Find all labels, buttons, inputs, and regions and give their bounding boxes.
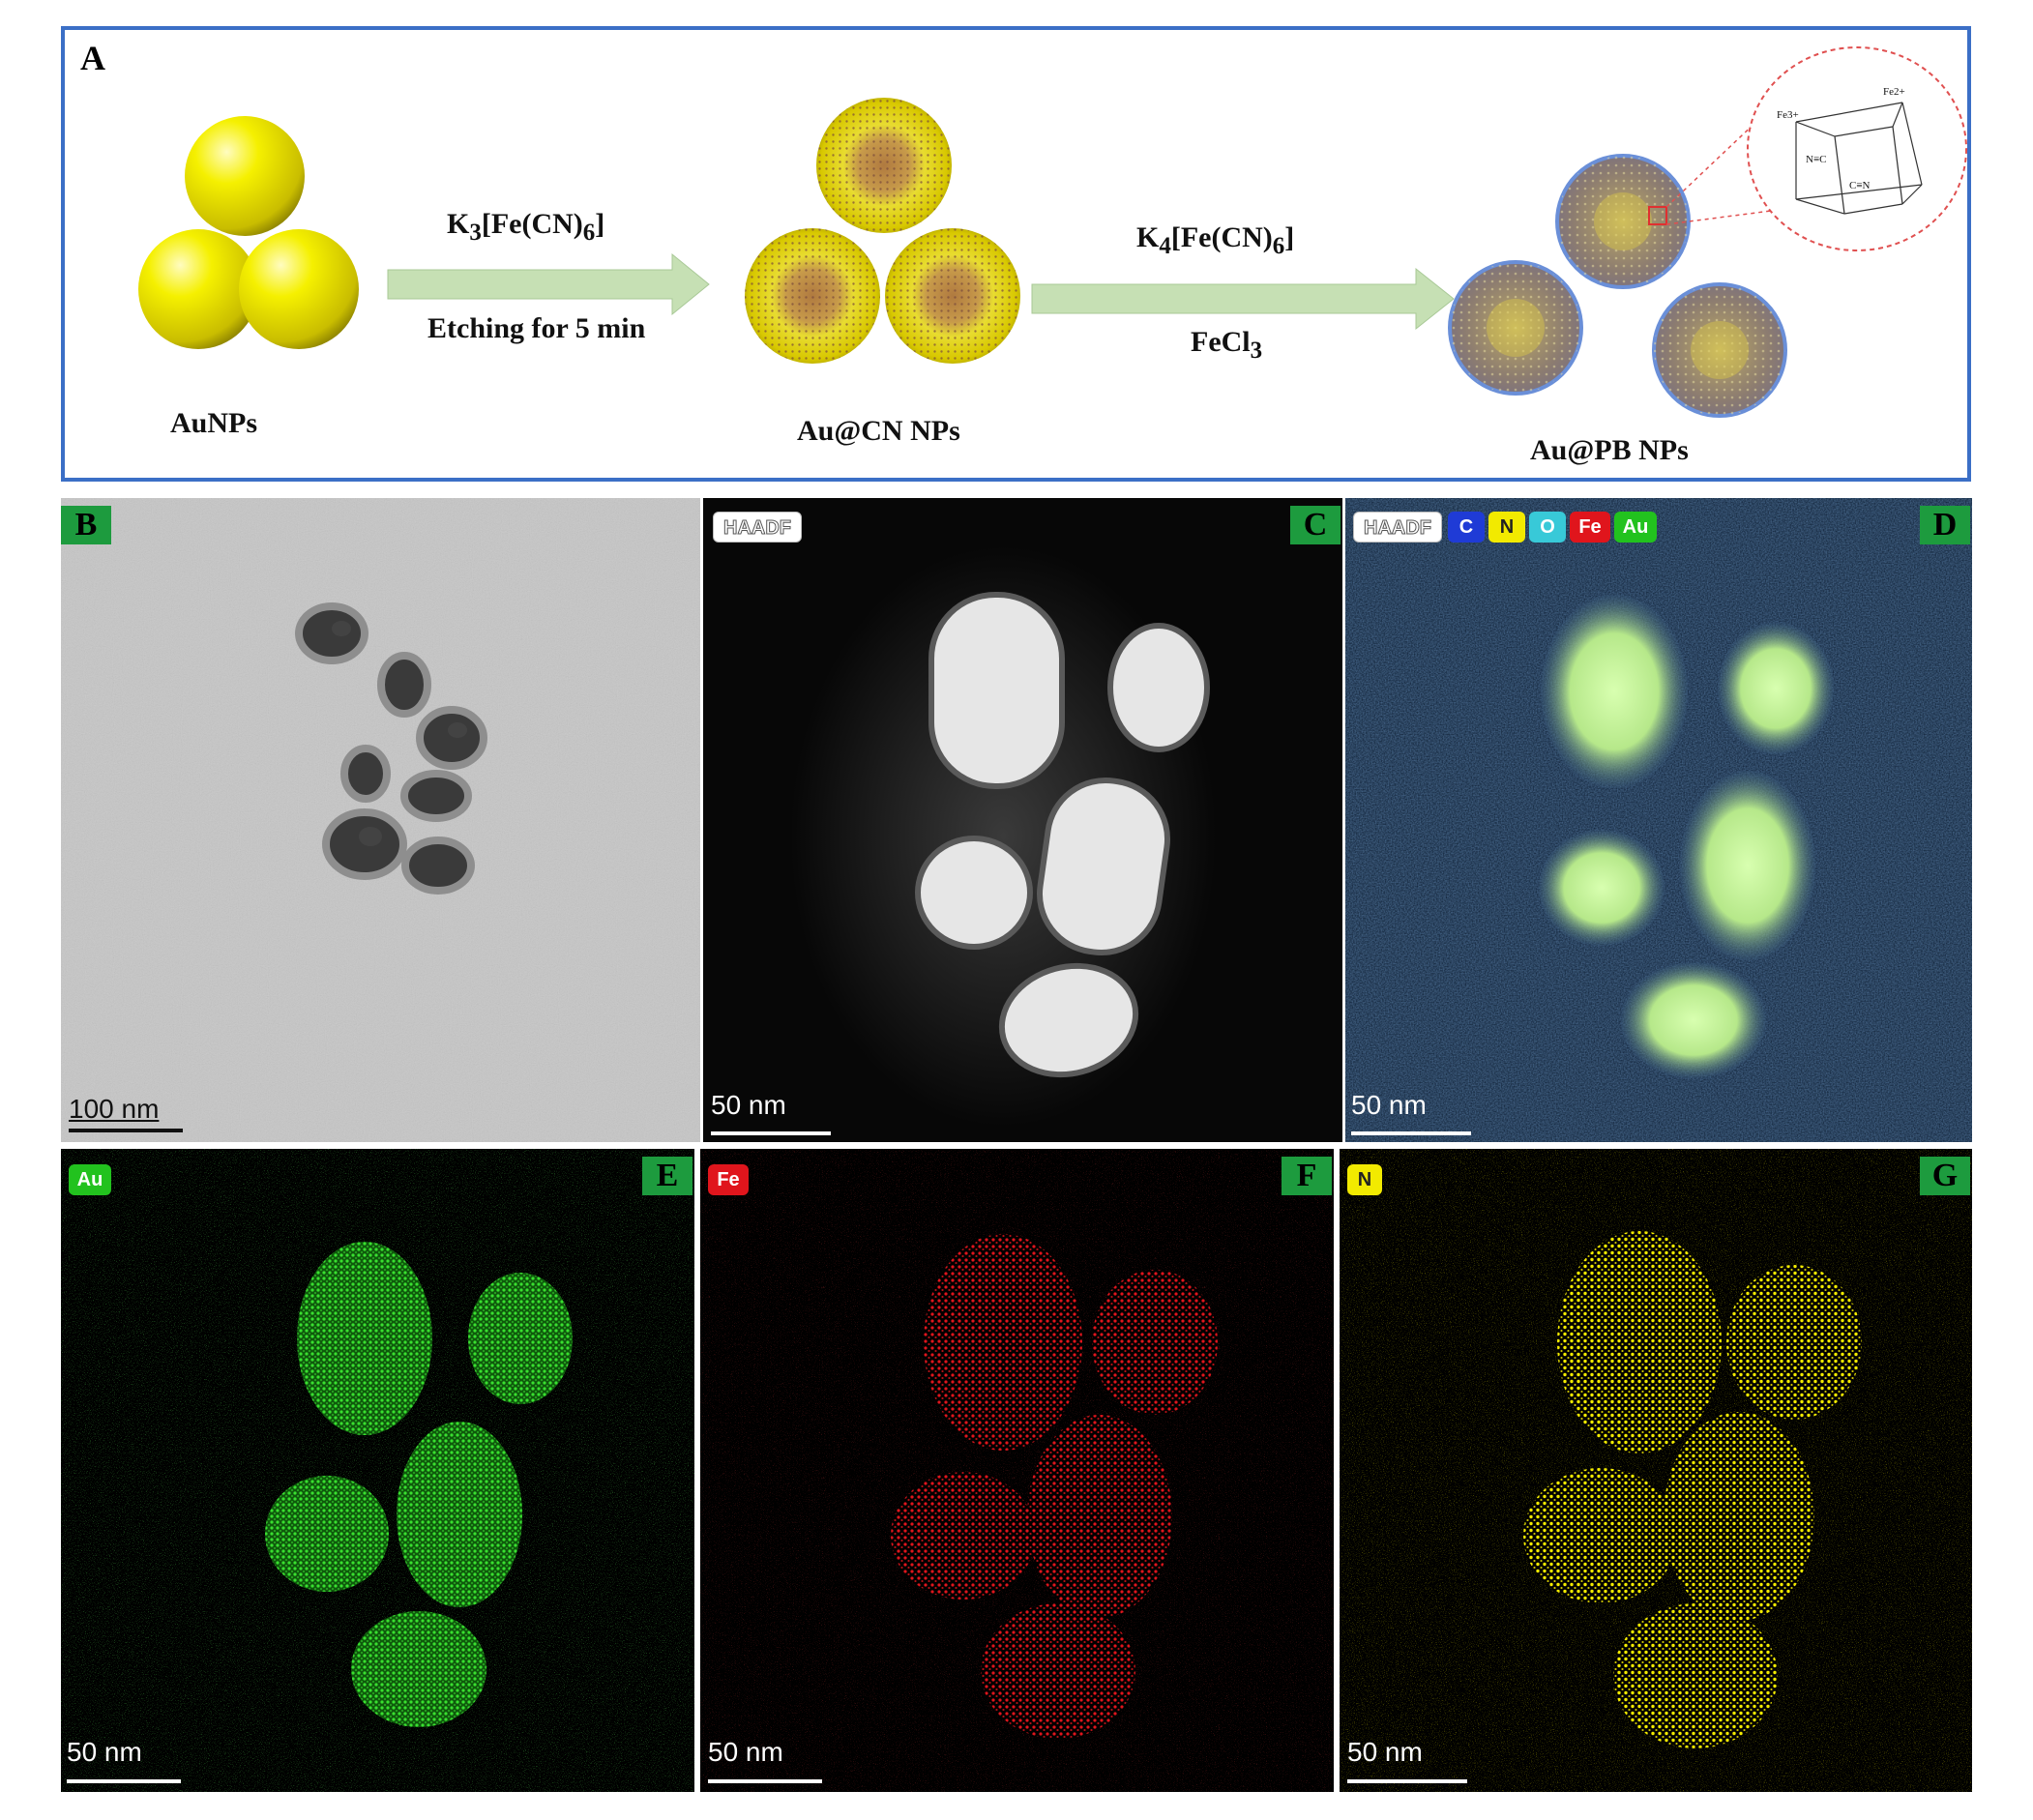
scale-bar-label-b: 100 nm — [69, 1094, 160, 1124]
tag-au-e: Au — [69, 1164, 111, 1195]
tag-haadf-c: HAADF — [713, 512, 802, 543]
scale-bar-c — [711, 1131, 831, 1135]
panel-e-au-map: Au E 50 nm — [61, 1149, 694, 1792]
tag-n: N — [1488, 512, 1525, 543]
lattice-label-cn: C≡N — [1849, 180, 1871, 191]
tag-fe-f: Fe — [708, 1164, 749, 1195]
haadf-image — [790, 546, 1216, 1127]
n-map-image — [1340, 1149, 1972, 1792]
scale-bar-label-f: 50 nm — [708, 1737, 783, 1767]
prussian-blue-lattice-icon — [1747, 46, 1967, 251]
tag-haadf-d: HAADF — [1353, 512, 1442, 543]
caption-aunps: AuNPs — [170, 407, 258, 439]
panel-d-eds-overlay: HAADF C N O Fe Au D 50 nm — [1345, 498, 1972, 1142]
scale-bar-label-g: 50 nm — [1347, 1737, 1423, 1767]
lattice-label-nc: N≡C — [1806, 154, 1827, 165]
lattice-label-fe2: Fe2+ — [1883, 86, 1905, 98]
tag-n-g: N — [1347, 1164, 1382, 1195]
caption-au-pb-nps: Au@PB NPs — [1530, 434, 1689, 466]
scale-bar-f — [708, 1779, 822, 1783]
scale-bar-e — [67, 1779, 181, 1783]
overlay-map-image — [1345, 498, 1972, 1142]
panel-c-haadf: HAADF C 50 nm — [703, 498, 1342, 1142]
tag-c: C — [1448, 512, 1485, 543]
panel-label-d: D — [1920, 506, 1970, 544]
scale-bar-d — [1351, 1131, 1471, 1135]
panel-label-a: A — [80, 39, 105, 77]
au-pb-nanoparticles-icon — [1448, 118, 1787, 418]
arrow-2-icon — [1031, 267, 1455, 331]
panel-b-tem: B 100 nm — [61, 498, 700, 1142]
au-cn-nanoparticles-icon — [745, 98, 1020, 364]
scale-bar-g — [1347, 1779, 1467, 1783]
panel-g-n-map: N G 50 nm — [1340, 1149, 1972, 1792]
tag-o: O — [1529, 512, 1566, 543]
scale-bar-label-e: 50 nm — [67, 1737, 142, 1767]
step-1-label: Etching for 5 min — [427, 312, 646, 344]
scale-bar-label-c: 50 nm — [711, 1090, 786, 1120]
panel-label-c: C — [1290, 506, 1341, 544]
panel-label-g: G — [1920, 1157, 1970, 1195]
scale-bar-label-d: 50 nm — [1351, 1090, 1427, 1120]
reagent-2-label: K4[Fe(CN)6] — [1136, 221, 1295, 259]
scheme-graphics — [138, 46, 1967, 418]
tem-image — [61, 498, 700, 1142]
fe-map-image — [700, 1149, 1334, 1792]
panel-f-fe-map: Fe F 50 nm — [700, 1149, 1334, 1792]
scale-bar-b — [69, 1129, 183, 1132]
caption-au-cn-nps: Au@CN NPs — [797, 415, 960, 447]
au-nanoparticles-icon — [138, 116, 359, 349]
reagent-3-label: FeCl3 — [1191, 326, 1263, 364]
tag-fe: Fe — [1570, 512, 1610, 543]
panel-label-b: B — [61, 506, 111, 544]
tag-au: Au — [1614, 512, 1657, 543]
lattice-label-fe3: Fe3+ — [1777, 109, 1799, 121]
au-map-image — [61, 1149, 694, 1792]
reagent-1-label: K3[Fe(CN)6] — [447, 208, 605, 246]
panel-label-e: E — [642, 1157, 692, 1195]
panel-a-scheme: A — [61, 26, 1971, 482]
arrow-1-icon — [387, 252, 710, 316]
panel-label-f: F — [1282, 1157, 1332, 1195]
